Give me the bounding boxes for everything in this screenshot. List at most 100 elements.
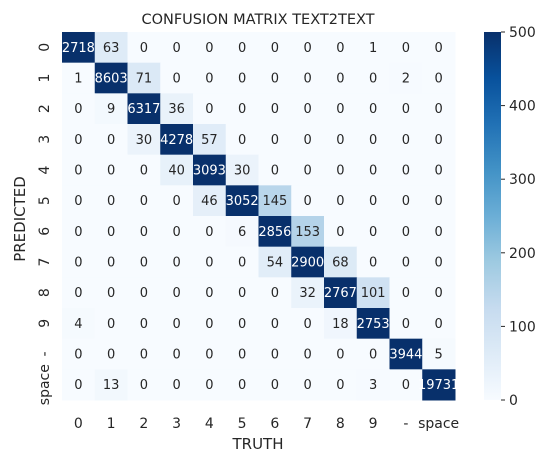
heatmap-cell: [324, 185, 358, 217]
cell-value-label: 0: [238, 317, 246, 332]
heatmap-cell: [389, 369, 423, 401]
heatmap-cell: [94, 93, 128, 125]
heatmap-cell: [258, 124, 292, 156]
heatmap-cell: [324, 124, 358, 156]
cell-value-label: 0: [140, 286, 148, 301]
cell-value-label: 0: [205, 102, 213, 117]
cell-value-label: 0: [74, 348, 82, 363]
heatmap-cell: [193, 369, 227, 401]
heatmap-cell: [62, 185, 96, 217]
heatmap-cell: [225, 308, 259, 340]
cell-value-label: 0: [402, 256, 410, 271]
heatmap-cell: [258, 308, 292, 340]
cell-value-label: 145: [262, 194, 287, 209]
cell-value-label: 0: [434, 225, 442, 240]
heatmap-cell: [291, 62, 325, 94]
y-tick-label: 7: [37, 258, 53, 267]
cell-value-label: 0: [434, 41, 442, 56]
heatmap-cell: [160, 246, 194, 278]
cell-value-label: 0: [336, 41, 344, 56]
colorbar-ticks: 0 100 200 300 400 500: [501, 25, 536, 409]
heatmap-cell: [389, 308, 423, 340]
cell-value-label: 40: [168, 164, 185, 179]
cell-value-label: 2: [402, 72, 410, 87]
cell-value-label: 0: [303, 133, 311, 148]
heatmap-cell: [160, 338, 194, 370]
cell-value-label: 1: [369, 41, 377, 56]
cell-value-label: 0: [107, 348, 115, 363]
heatmap-cell: [62, 246, 96, 278]
cell-value-label: 0: [172, 225, 180, 240]
heatmap-cell: [94, 246, 128, 278]
cell-value-label: 71: [136, 72, 153, 87]
cell-value-label: 0: [74, 286, 82, 301]
x-tick-label: 5: [238, 416, 247, 432]
cell-value-label: 36: [168, 102, 185, 117]
cell-value-label: 0: [402, 102, 410, 117]
heatmap-cell: [324, 246, 358, 278]
heatmap-cell: [193, 308, 227, 340]
heatmap-cell: [193, 62, 227, 94]
cell-value-label: 0: [271, 102, 279, 117]
heatmap-cell: [422, 154, 456, 186]
heatmap-cell: [291, 154, 325, 186]
heatmap-cell: [422, 246, 456, 278]
cell-value-label: 0: [303, 378, 311, 393]
y-axis-ticks: 0 1 2 3 4 5 6 7 8 9 - space: [37, 43, 53, 405]
heatmap-cell: [225, 246, 259, 278]
cell-value-label: 2856: [258, 225, 291, 240]
heatmap-cell: [356, 124, 390, 156]
y-tick-label: 4: [37, 165, 53, 174]
heatmap-cell: [324, 369, 358, 401]
heatmap-cell: [127, 185, 161, 217]
cell-value-label: 0: [107, 317, 115, 332]
heatmap-cell: [324, 32, 358, 64]
heatmap-cell: [160, 124, 194, 156]
heatmap-cell: [193, 216, 227, 248]
heatmap-cell: [94, 154, 128, 186]
heatmap-cell: [422, 308, 456, 340]
heatmap-cell: [356, 246, 390, 278]
cell-value-label: 0: [205, 225, 213, 240]
heatmap-cell: [258, 338, 292, 370]
heatmap-cell: [258, 369, 292, 401]
cell-value-label: 0: [336, 225, 344, 240]
cell-value-label: 30: [136, 133, 153, 148]
cell-value-label: 0: [238, 102, 246, 117]
cell-value-label: 2718: [62, 41, 95, 56]
cell-value-label: 0: [369, 256, 377, 271]
cell-value-label: 0: [172, 317, 180, 332]
cell-value-label: 0: [434, 164, 442, 179]
cell-value-label: 0: [336, 102, 344, 117]
cell-value-label: 3: [369, 378, 377, 393]
heatmap-cell: [324, 154, 358, 186]
heatmap-cell: [160, 369, 194, 401]
heatmap-cell: [193, 154, 227, 186]
heatmap-cell: [160, 32, 194, 64]
heatmap-cell: [127, 246, 161, 278]
cell-value-label: 0: [303, 164, 311, 179]
heatmap-cell: [193, 277, 227, 309]
heatmap-cell: [94, 338, 128, 370]
cell-value-label: 0: [172, 348, 180, 363]
y-axis-label: PREDICTED: [11, 176, 29, 262]
heatmap-cell: [258, 62, 292, 94]
cell-value-label: 68: [332, 256, 349, 271]
heatmap-cell: [127, 369, 161, 401]
heatmap-cell: [422, 62, 456, 94]
cell-value-label: 13: [103, 378, 120, 393]
heatmap-cell: [356, 277, 390, 309]
cell-value-label: 0: [271, 317, 279, 332]
heatmap-cell: [225, 32, 259, 64]
heatmap-cell: [160, 216, 194, 248]
heatmap-cell: [422, 277, 456, 309]
cell-value-label: 0: [271, 41, 279, 56]
cell-value-label: 0: [336, 348, 344, 363]
heatmap-cell: [356, 338, 390, 370]
cell-value-label: 0: [205, 348, 213, 363]
heatmap-cell: [127, 277, 161, 309]
cell-value-label: 0: [172, 72, 180, 87]
cell-value-label: 0: [271, 348, 279, 363]
cell-value-label: 0: [402, 41, 410, 56]
heatmap-cell: [324, 93, 358, 125]
